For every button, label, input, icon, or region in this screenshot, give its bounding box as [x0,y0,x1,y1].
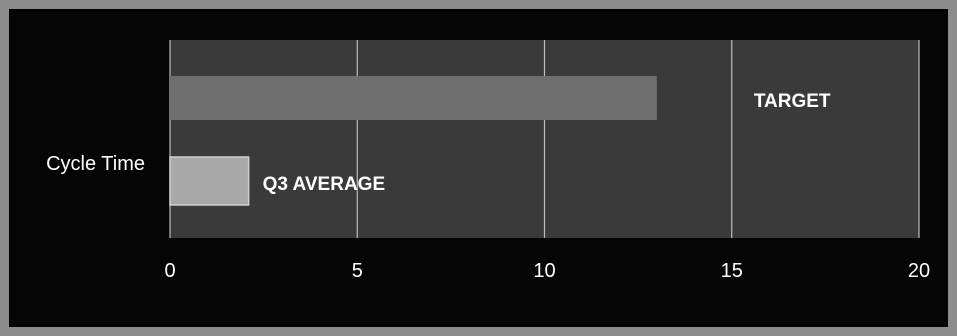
category-label: Cycle Time [46,153,145,175]
data-label-q3-average: Q3 AVERAGE [263,174,385,195]
x-tick-label-15: 15 [721,260,743,282]
x-tick-label-10: 10 [533,260,555,282]
x-tick-label-0: 0 [164,260,175,282]
x-tick-label-20: 20 [908,260,930,282]
bar-q3-average [169,156,250,206]
cycle-time-bar-chart: 0 5 10 15 20 Cycle Time TARGET Q3 AVERAGE [46,40,930,282]
chart-frame: 0 5 10 15 20 Cycle Time TARGET Q3 AVERAGE [9,9,948,327]
x-tick-label-5: 5 [352,260,363,282]
data-label-target: TARGET [754,91,831,112]
bar-target [170,76,657,120]
